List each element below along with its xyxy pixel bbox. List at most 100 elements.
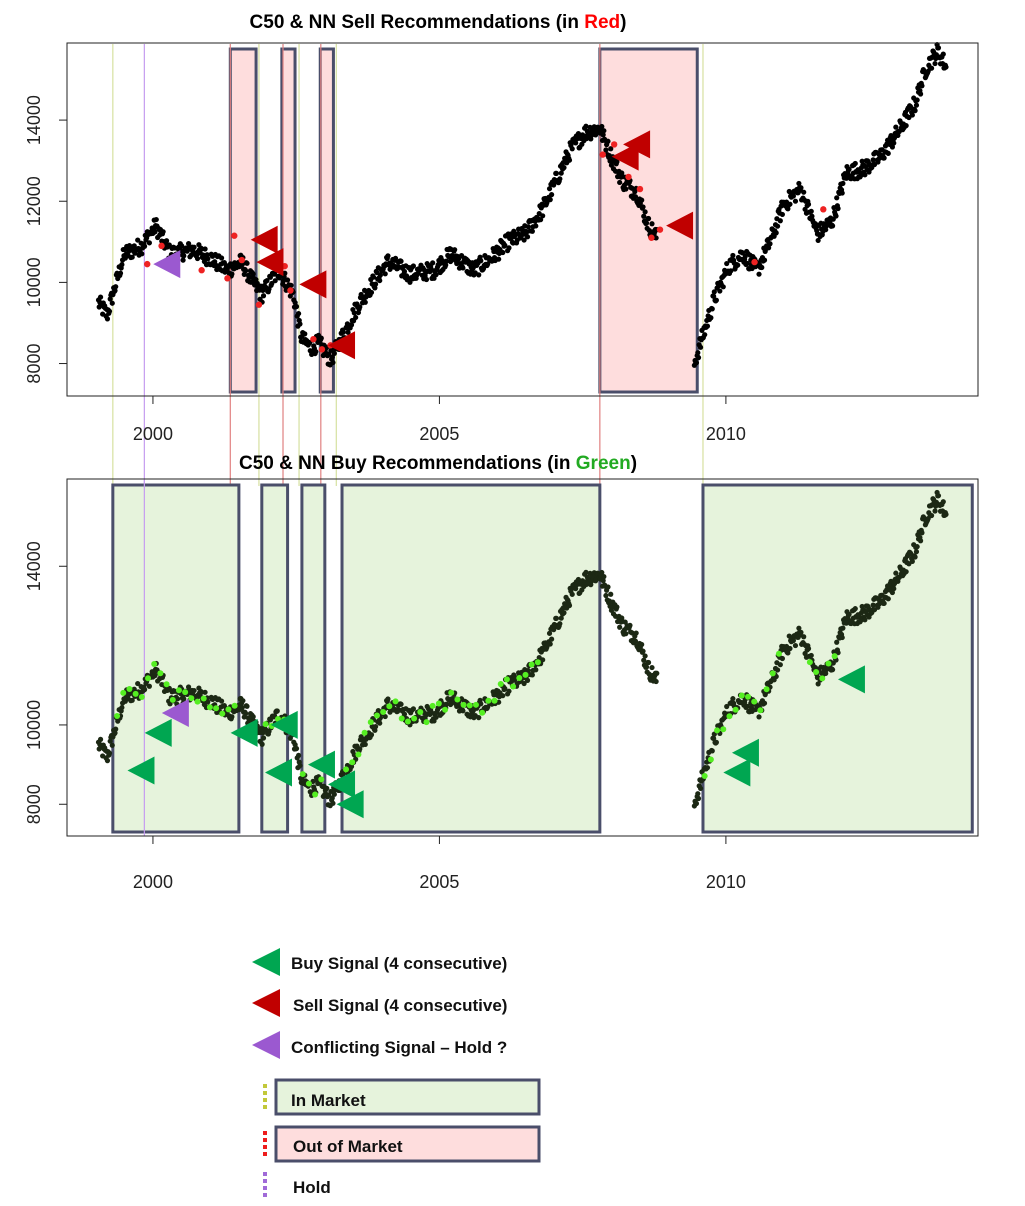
sell-point bbox=[287, 287, 294, 294]
sell-signal-marker bbox=[666, 211, 694, 240]
data-point bbox=[119, 262, 125, 268]
data-point bbox=[272, 278, 278, 284]
data-point bbox=[485, 261, 491, 267]
data-point bbox=[476, 715, 482, 721]
data-point bbox=[932, 60, 938, 67]
buy-point bbox=[188, 695, 195, 702]
buy-point bbox=[200, 695, 207, 702]
data-point bbox=[460, 708, 466, 714]
y-tick-label: 8000 bbox=[24, 784, 44, 824]
data-point bbox=[244, 703, 250, 709]
data-point bbox=[919, 530, 925, 536]
legend-hold-marker bbox=[252, 1031, 280, 1059]
data-point bbox=[600, 577, 606, 584]
data-point bbox=[385, 696, 391, 702]
data-point bbox=[852, 606, 858, 612]
data-point bbox=[401, 711, 408, 717]
data-point bbox=[302, 331, 308, 337]
legend-hold-label: Hold bbox=[293, 1178, 331, 1197]
sell-point bbox=[198, 267, 205, 274]
buy-point bbox=[392, 698, 399, 705]
data-point bbox=[614, 604, 620, 610]
buy-point bbox=[312, 791, 319, 798]
data-point bbox=[643, 220, 650, 226]
data-point bbox=[460, 265, 466, 271]
data-point bbox=[792, 198, 799, 204]
data-point bbox=[436, 261, 443, 267]
data-point bbox=[478, 258, 484, 264]
data-point bbox=[835, 205, 841, 212]
data-point bbox=[583, 569, 589, 575]
legend-buy-marker bbox=[252, 948, 280, 976]
data-point bbox=[433, 714, 439, 720]
data-point bbox=[141, 687, 148, 693]
data-point bbox=[862, 617, 868, 623]
data-point bbox=[940, 51, 946, 57]
data-point bbox=[695, 791, 701, 797]
data-point bbox=[117, 270, 124, 276]
data-point bbox=[654, 670, 660, 676]
data-point bbox=[697, 344, 704, 350]
buy-signal-marker bbox=[307, 750, 335, 779]
data-point bbox=[823, 227, 829, 233]
legend-sell-label: Sell Signal (4 consecutive) bbox=[293, 996, 507, 1015]
data-point bbox=[623, 631, 629, 637]
data-point bbox=[815, 681, 821, 687]
data-point bbox=[914, 97, 920, 103]
buy-point bbox=[510, 683, 517, 690]
data-point bbox=[368, 732, 375, 738]
data-point bbox=[97, 736, 104, 742]
data-point bbox=[724, 260, 730, 267]
data-point bbox=[112, 730, 118, 736]
data-point bbox=[292, 299, 298, 306]
data-point bbox=[881, 600, 887, 606]
data-point bbox=[744, 260, 750, 267]
data-point bbox=[443, 701, 450, 707]
buy-point bbox=[435, 700, 442, 707]
buy-point bbox=[485, 697, 492, 704]
data-point bbox=[401, 268, 408, 275]
legend-out-market-label: Out of Market bbox=[293, 1137, 403, 1156]
data-point bbox=[166, 242, 172, 248]
buy-point bbox=[373, 712, 380, 719]
data-point bbox=[943, 511, 949, 518]
data-point bbox=[728, 268, 734, 274]
data-point bbox=[97, 294, 104, 300]
data-point bbox=[372, 281, 379, 287]
data-point bbox=[693, 800, 700, 807]
data-point bbox=[809, 213, 815, 219]
data-point bbox=[608, 591, 614, 597]
data-point bbox=[348, 322, 355, 328]
data-point bbox=[641, 657, 647, 663]
data-point bbox=[243, 710, 249, 717]
title-part-0: C50 & NN Sell Recommendations (in bbox=[250, 12, 585, 33]
hold-signal-marker bbox=[153, 250, 181, 279]
data-point bbox=[903, 123, 909, 129]
data-point bbox=[377, 272, 384, 278]
x-tick-label: 2005 bbox=[419, 872, 459, 892]
data-point bbox=[639, 197, 645, 203]
data-point bbox=[382, 713, 388, 720]
buy-point bbox=[343, 766, 350, 773]
buy-point bbox=[404, 718, 411, 725]
data-point bbox=[502, 242, 508, 248]
data-point bbox=[160, 229, 166, 235]
data-point bbox=[881, 155, 887, 161]
buy-point bbox=[299, 771, 306, 778]
buy-signal-marker bbox=[731, 738, 759, 767]
legend-sell-marker bbox=[252, 989, 280, 1017]
data-point bbox=[919, 83, 925, 89]
data-point bbox=[808, 652, 814, 659]
data-point bbox=[756, 271, 762, 277]
sell-point bbox=[648, 234, 655, 241]
data-point bbox=[777, 218, 783, 224]
data-point bbox=[340, 771, 346, 777]
x-tick-label: 2000 bbox=[133, 424, 173, 444]
data-point bbox=[796, 625, 802, 631]
data-point bbox=[549, 192, 555, 198]
data-point bbox=[779, 211, 785, 218]
data-point bbox=[547, 641, 553, 647]
data-point bbox=[787, 201, 793, 207]
y-tick-label: 14000 bbox=[24, 541, 44, 591]
